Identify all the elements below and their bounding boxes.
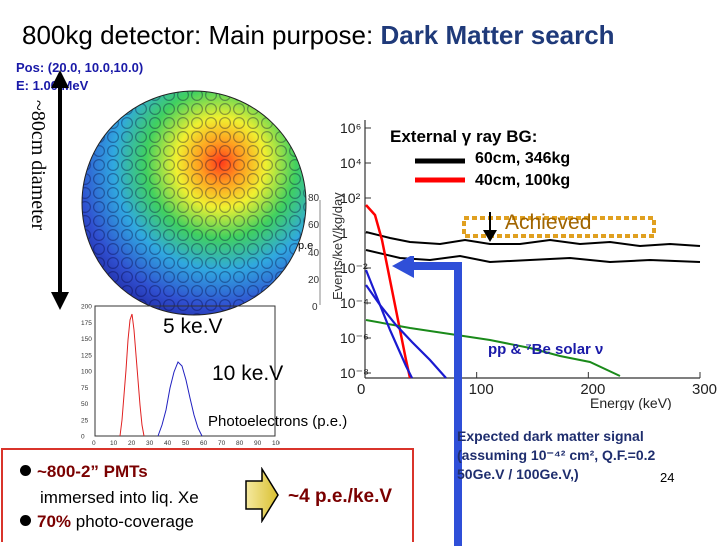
- hist-x-tick-label: 70: [218, 440, 226, 447]
- side-tick: 0: [312, 302, 318, 313]
- bullet-pmts: ~800-2” PMTs: [20, 462, 148, 482]
- hist-x-tick-label: 40: [164, 440, 172, 447]
- hist-y-tick-label: 100: [81, 369, 92, 376]
- hist-y-tick-label: 125: [81, 352, 92, 359]
- hist-x-tick-label: 0: [92, 440, 96, 447]
- curve-60cm: [365, 231, 701, 248]
- label-5kev: 5 ke.V: [163, 315, 223, 338]
- histogram-5kev: [119, 313, 145, 437]
- diameter-label: ~80cm diameter: [27, 100, 49, 231]
- expected-line-2: (assuming 10⁻⁴² cm², Q.F.=0.2: [457, 447, 656, 463]
- achieved-label: Achieved: [505, 211, 592, 234]
- achieved-arrow-head: [483, 230, 497, 242]
- title-prefix: 800kg detector: Main purpose:: [22, 20, 381, 50]
- page-number: 24: [660, 470, 675, 485]
- detector-sphere-image: [81, 90, 307, 316]
- bullet-pmts-continued: immersed into liq. Xe: [40, 488, 199, 507]
- expected-signal-text: Expected dark matter signal (assuming 10…: [457, 427, 707, 484]
- curve-signal-100gev: [365, 284, 447, 379]
- hist-y-tick-label: 50: [81, 401, 89, 408]
- hist-y-tick-label: 150: [81, 336, 92, 343]
- x-tick-label: 0: [357, 381, 365, 398]
- y-tick-label: 10⁻⁸: [340, 365, 369, 381]
- y-tick-label: 10⁻⁴: [340, 295, 369, 311]
- legend-title: External γ ray BG:: [390, 127, 538, 146]
- diameter-arrow: [51, 70, 69, 310]
- hist-y-tick-label: 175: [81, 320, 92, 327]
- hist-x-tick-label: 30: [146, 440, 154, 447]
- histogram-series: [119, 313, 203, 437]
- y-tick-label: 10⁻⁶: [340, 330, 369, 346]
- bullet-dot-icon: [20, 465, 31, 476]
- side-axis-label: p.e: [298, 240, 314, 252]
- signal-annotation-arrow: [392, 256, 462, 546]
- spectrum-y-label: Events/keV/kg/day: [330, 192, 345, 300]
- spectrum-tick-labels: 0 100 200 300 10⁶ 10⁴ 10² 1 10⁻² 10⁻⁴ 10⁻⁶ 10⁻⁸: [340, 120, 717, 398]
- photoelectron-histogram: 200 175 150 125 100 75 50 25 00 10 20 30 40 50 60 70 80 9…: [81, 304, 280, 448]
- slide-title: 800kg detector: Main purpose: Dark Matte…: [22, 20, 615, 51]
- simulation-energy: E: 1.00 MeV: [16, 78, 89, 93]
- curve-40cm: [365, 204, 412, 379]
- x-tick-label: 300: [692, 381, 717, 398]
- arrow-right-icon: [245, 467, 279, 523]
- x-tick-label: 200: [580, 381, 605, 398]
- side-tick: 40: [308, 248, 320, 259]
- curve-signal-50gev: [364, 269, 413, 379]
- title-highlight: Dark Matter search: [380, 20, 615, 50]
- expected-line-1: Expected dark matter signal: [457, 428, 644, 444]
- side-tick: 80: [308, 193, 320, 204]
- hist-x-tick-label: 10: [110, 440, 118, 447]
- label-10kev: 10 ke.V: [212, 362, 284, 385]
- y-tick-label: 1: [340, 225, 348, 241]
- histogram-x-label: Photoelectrons (p.e.): [208, 413, 348, 430]
- simulation-position: Pos: (20.0, 10.0,10.0): [16, 60, 144, 75]
- side-tick: 20: [308, 275, 320, 286]
- histogram-10kev: [157, 361, 203, 437]
- curve-60cm-lower: [365, 249, 701, 264]
- bullet-coverage: 70% photo-coverage: [20, 512, 194, 532]
- expected-line-3: 50Ge.V / 100Ge.V,): [457, 466, 579, 482]
- hist-x-tick-label: 90: [254, 440, 262, 447]
- histogram-tick-labels: 200 175 150 125 100 75 50 25 00 10 20 30 40 50 60 70 80 9…: [81, 304, 280, 448]
- y-tick-label: 10⁴: [340, 155, 362, 171]
- hist-x-tick-label: 60: [200, 440, 208, 447]
- hist-x-tick-label: 50: [182, 440, 190, 447]
- hist-y-tick-label: 75: [81, 385, 89, 392]
- x-tick-label: 100: [469, 381, 494, 398]
- hist-y-tick-label: 25: [81, 417, 89, 424]
- bullet-dot-icon: [20, 515, 31, 526]
- spectrum-curves: [364, 204, 701, 379]
- y-tick-label: 10²: [340, 190, 361, 206]
- photoelectrons-per-kev: ~4 p.e./ke.V: [288, 486, 393, 507]
- hist-y-tick-label: 200: [81, 304, 92, 311]
- hist-y-tick-label: 0: [81, 434, 85, 441]
- legend-entry-60cm: 60cm, 346kg: [475, 150, 571, 167]
- hist-x-tick-label: 100: [272, 440, 280, 447]
- energy-spectrum-chart: 80 60 40 20 0 Events/keV/kg/day 0 100 200 3…: [308, 120, 717, 410]
- y-tick-label: 10⁻²: [340, 260, 368, 276]
- side-tick: 60: [308, 220, 320, 231]
- spectrum-x-label: Energy (keV): [590, 395, 672, 410]
- solar-neutrino-label: pp & ⁷Be solar ν: [488, 341, 604, 358]
- y-tick-label: 10⁶: [340, 120, 361, 136]
- curve-solar: [365, 319, 621, 377]
- hist-x-tick-label: 80: [236, 440, 244, 447]
- hist-x-tick-label: 20: [128, 440, 136, 447]
- summary-box: [1, 448, 414, 542]
- legend-entry-40cm: 40cm, 100kg: [475, 172, 571, 189]
